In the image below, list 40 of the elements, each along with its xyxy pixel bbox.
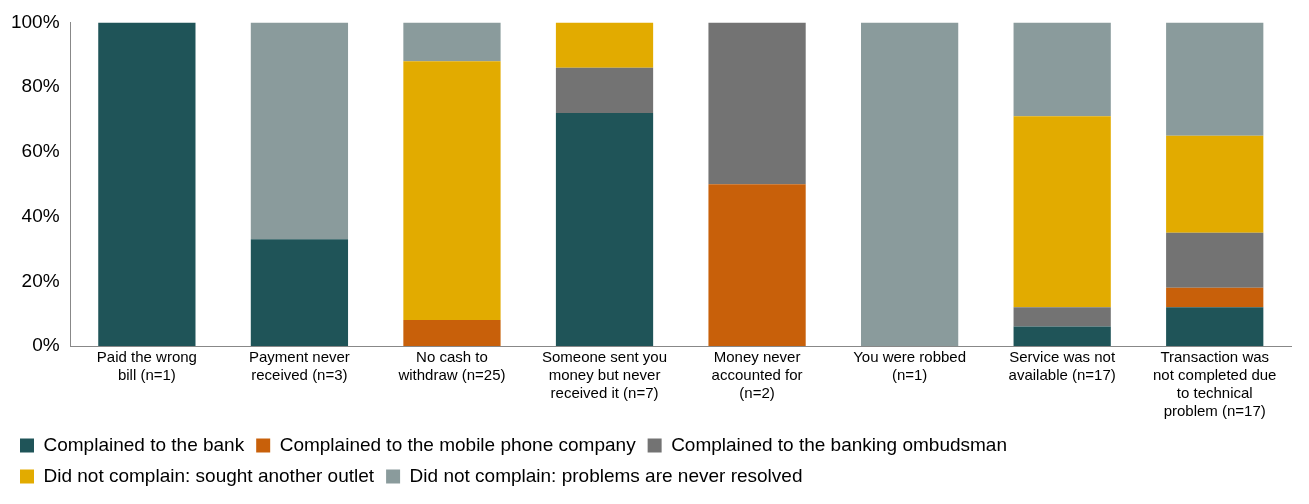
x-tick-label: Service was not available (n=17) [1008, 348, 1116, 384]
bar [1013, 307, 1111, 327]
bar [1013, 116, 1111, 308]
y-tick-label: 20% [21, 269, 60, 291]
y-tick-label: 80% [21, 75, 60, 97]
bar [1166, 232, 1264, 288]
x-tick-label: Paid the wrong bill (n=1) [96, 348, 197, 384]
bar [1166, 22, 1264, 136]
x-tick-label: No cash to withdraw (n=25) [397, 348, 506, 384]
bar [555, 67, 654, 114]
legend-label: Did not complain: sought another outlet [43, 464, 375, 486]
bar [1166, 307, 1264, 346]
bar [555, 113, 654, 346]
bar [1166, 287, 1264, 308]
bar [250, 239, 349, 346]
bar [708, 184, 806, 346]
x-tick-label: Someone sent you money but never received it (n=7) [541, 348, 668, 402]
bar [98, 22, 196, 346]
legend-label: Complained to the mobile phone company [279, 433, 637, 455]
legend-label: Complained to the banking ombudsman [671, 433, 1008, 455]
bar [250, 22, 349, 240]
bar [555, 22, 654, 68]
y-tick-label: 60% [21, 140, 60, 162]
y-tick-label: 40% [21, 204, 60, 226]
x-tick-label: You were robbed (n=1) [853, 348, 967, 384]
bar [403, 22, 501, 62]
x-tick-label: Payment never received (n=3) [248, 348, 350, 384]
bar [861, 22, 959, 346]
y-tick-label: 0% [32, 334, 60, 356]
x-tick-label: Money never accounted for (n=2) [711, 348, 803, 402]
y-tick-label: 100% [10, 10, 60, 32]
legend-label: Complained to the bank [43, 433, 245, 455]
bar [1013, 326, 1111, 346]
bar [403, 61, 501, 321]
legend-label: Did not complain: problems are never resolved [409, 464, 803, 486]
bar [708, 22, 806, 185]
bar [1013, 22, 1111, 117]
bar [1166, 135, 1264, 233]
bar [403, 320, 501, 346]
x-tick-label: Transaction was not completed due to technical problem (n=17) [1153, 348, 1277, 420]
